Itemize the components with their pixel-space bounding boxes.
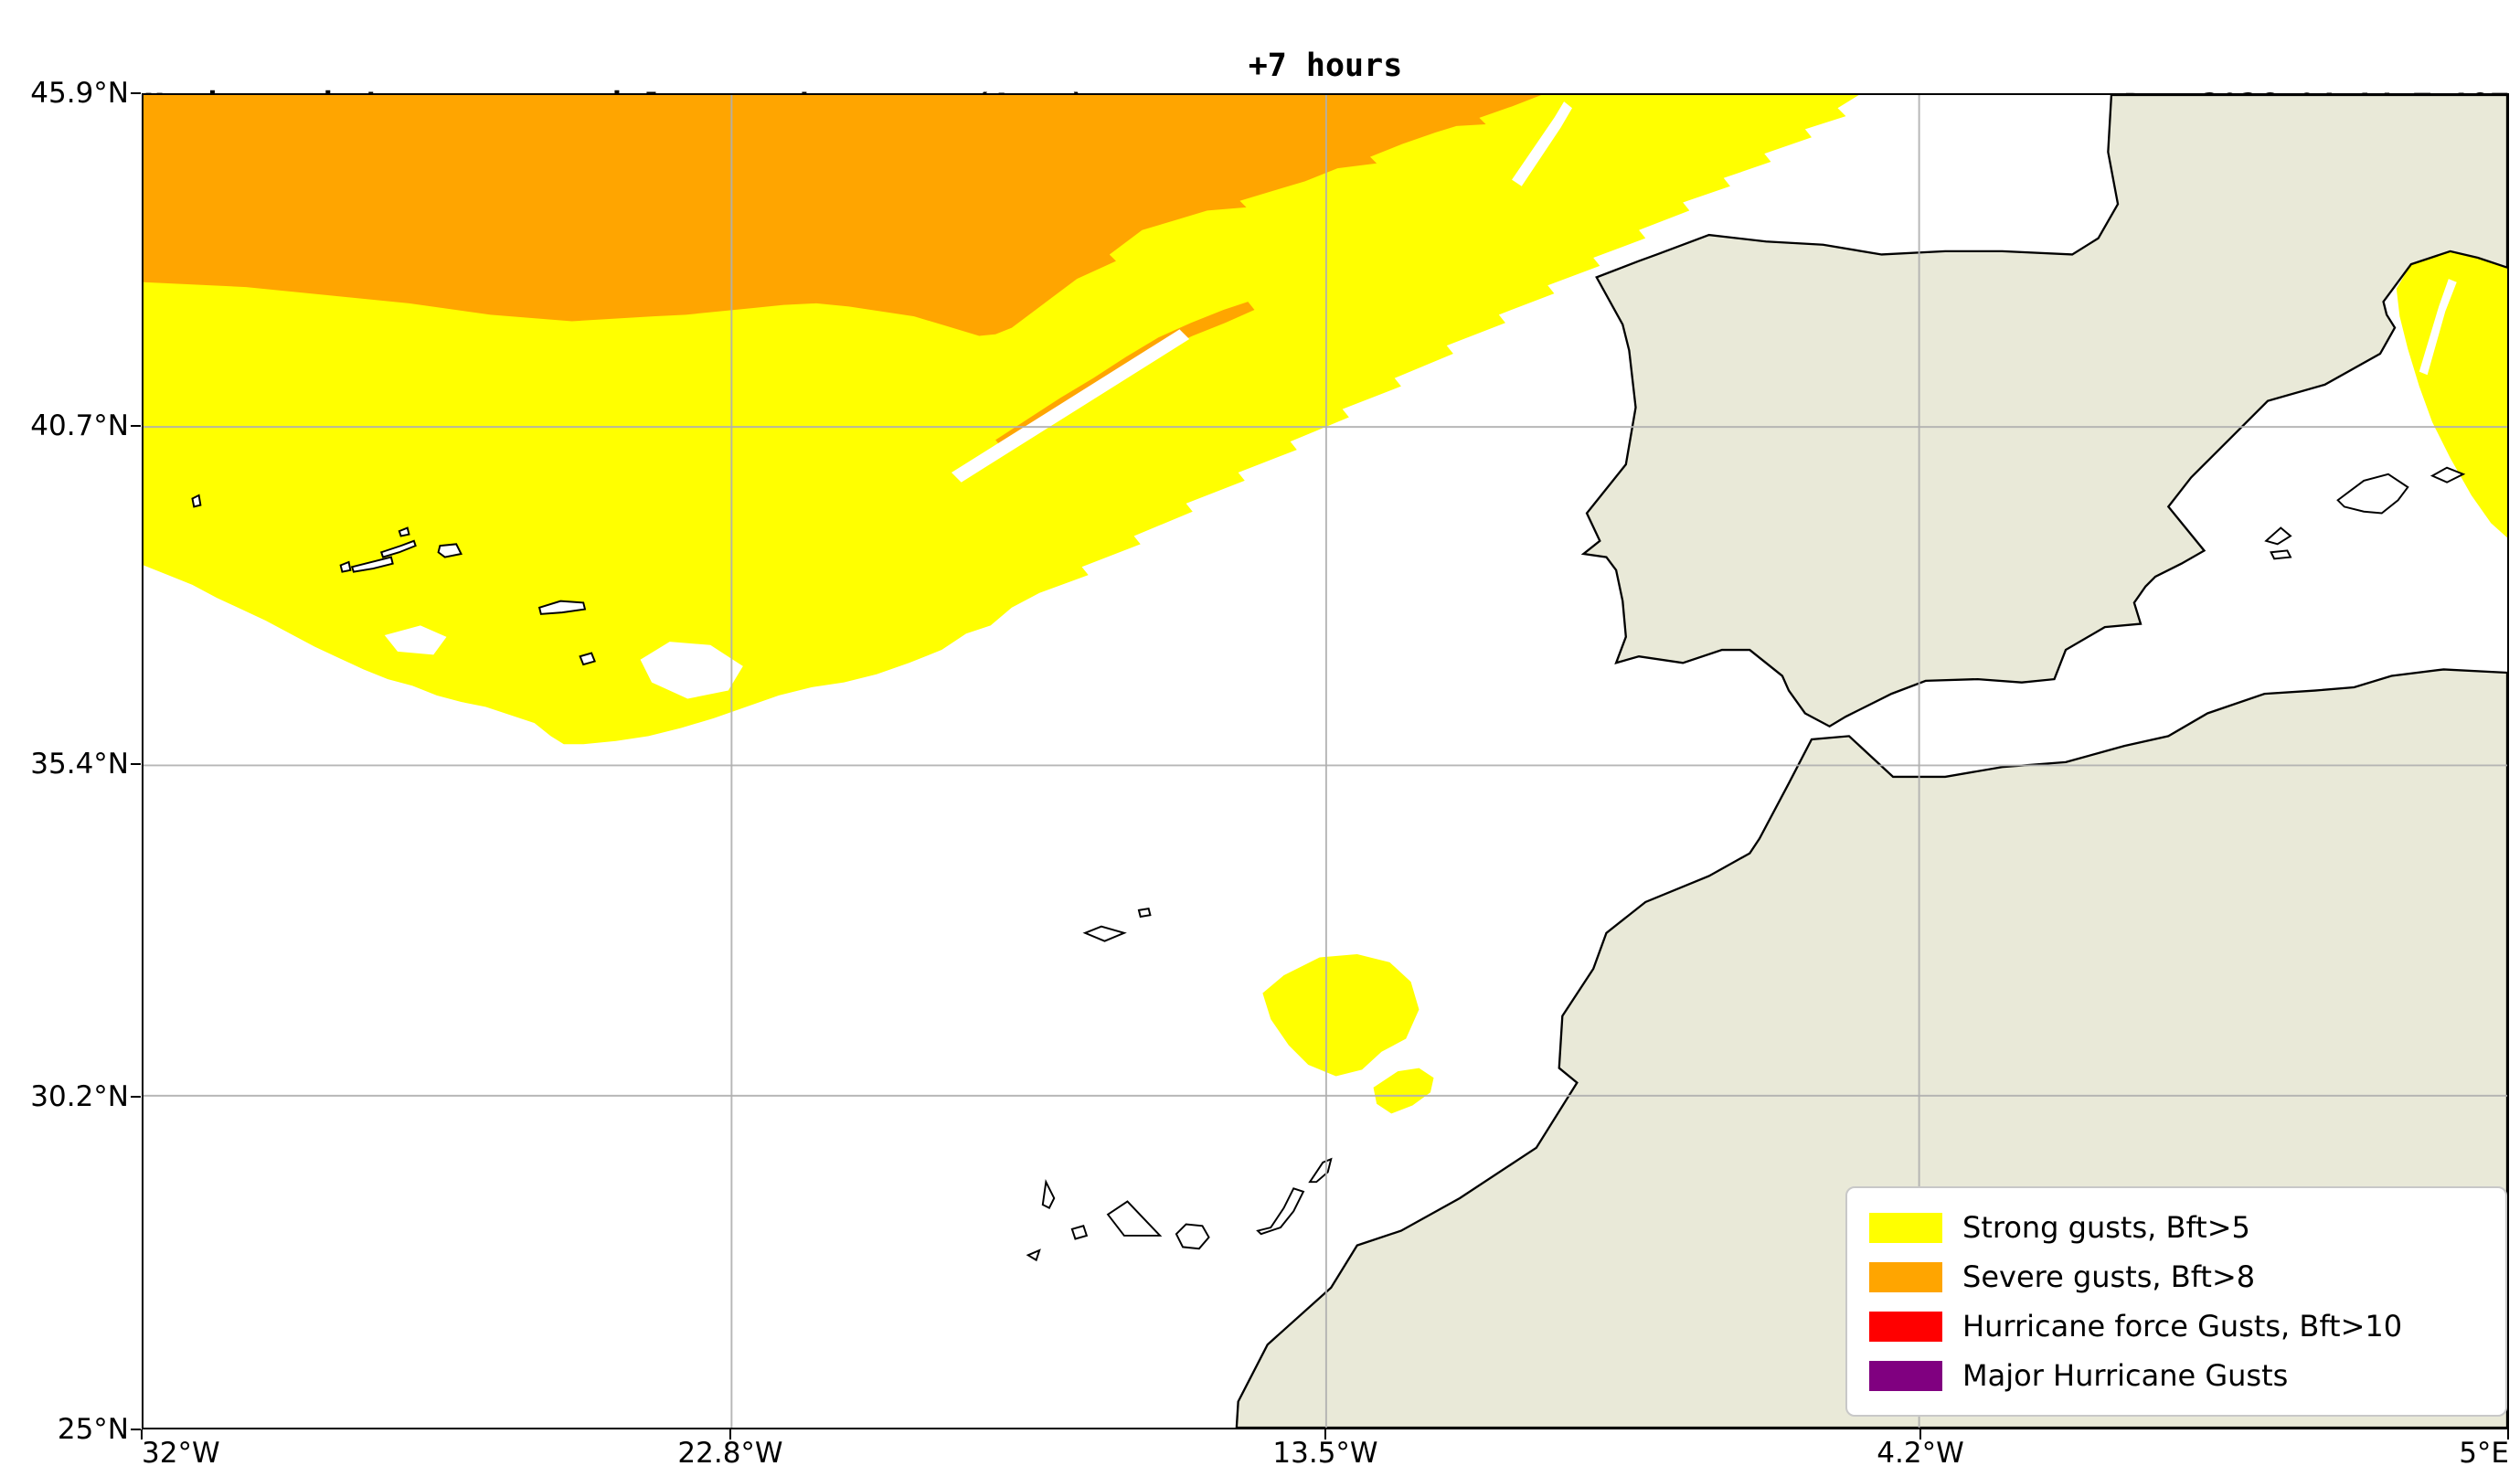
island-madeira bbox=[1082, 925, 1127, 942]
y-tick-mark bbox=[131, 92, 141, 94]
legend-item-severe-gusts: Severe gusts, Bft>8 bbox=[1869, 1252, 2483, 1301]
legend-swatch-hurricane bbox=[1869, 1311, 1942, 1342]
island-gran-canaria bbox=[1175, 1223, 1210, 1250]
island-la-gomera bbox=[1070, 1225, 1089, 1240]
gust-gap-hole-2 bbox=[384, 625, 447, 655]
legend-item-label: Severe gusts, Bft>8 bbox=[1962, 1259, 2256, 1294]
legend-swatch-major-hurricane bbox=[1869, 1360, 1942, 1391]
lead-time-label: +7 hours bbox=[1248, 48, 1403, 84]
y-tick-label-35-4n: 35.4°N bbox=[30, 748, 129, 781]
strong-gust-area-south-1 bbox=[1262, 953, 1419, 1077]
legend-swatch-strong-color bbox=[1869, 1212, 1942, 1243]
legend-swatch-hurricane-color bbox=[1869, 1311, 1942, 1342]
legend-item-strong-gusts: Strong gusts, Bft>5 bbox=[1869, 1203, 2483, 1252]
x-tick-mark bbox=[2507, 1429, 2509, 1439]
legend-item-major-hurricane-gusts: Major Hurricane Gusts bbox=[1869, 1351, 2483, 1400]
island-tenerife bbox=[1106, 1200, 1163, 1237]
gust-gap-diagonal bbox=[951, 329, 1190, 483]
x-tick-mark bbox=[1324, 1429, 1326, 1439]
y-tick-mark bbox=[131, 1429, 141, 1430]
legend-swatch-severe bbox=[1869, 1261, 1942, 1292]
x-tick-label-13-5w: 13.5°W bbox=[1272, 1437, 1378, 1466]
y-tick-mark bbox=[131, 1096, 141, 1098]
landmass-iberia-france bbox=[1580, 95, 2507, 728]
x-tick-mark bbox=[141, 1429, 143, 1439]
y-tick-label-30-2n: 30.2°N bbox=[30, 1080, 129, 1113]
strong-gust-area-south-2 bbox=[1373, 1068, 1434, 1114]
legend-item-label: Major Hurricane Gusts bbox=[1962, 1358, 2289, 1393]
x-tick-label-4-2w: 4.2°W bbox=[1877, 1437, 1964, 1466]
y-tick-mark bbox=[131, 763, 141, 765]
x-tick-label-22-8w: 22.8°W bbox=[677, 1437, 783, 1466]
island-azores-sao-miguel bbox=[537, 600, 587, 615]
gust-gap-gulf-of-lion bbox=[2419, 279, 2457, 376]
x-tick-label-5e: 5°E bbox=[2459, 1437, 2509, 1466]
legend-swatch-strong bbox=[1869, 1212, 1942, 1243]
island-fuerteventura bbox=[1256, 1187, 1305, 1236]
y-tick-mark bbox=[131, 425, 141, 427]
legend-swatch-major-hurricane-color bbox=[1869, 1360, 1942, 1391]
island-formentera bbox=[2270, 549, 2292, 560]
strong-gust-area-gulf-of-lion bbox=[2396, 250, 2507, 538]
island-azores-sao-jorge bbox=[379, 539, 417, 558]
island-mallorca bbox=[2336, 473, 2409, 515]
y-tick-label-25n: 25°N bbox=[57, 1413, 129, 1446]
island-azores-graciosa bbox=[398, 526, 410, 537]
x-tick-mark bbox=[1919, 1429, 1921, 1439]
island-ibiza bbox=[2264, 526, 2292, 546]
y-tick-label-40-7n: 40.7°N bbox=[30, 409, 129, 442]
legend-swatch-severe-color bbox=[1869, 1261, 1942, 1292]
island-azores-terceira bbox=[437, 543, 463, 558]
island-azores-santa-maria bbox=[579, 652, 596, 666]
legend-item-hurricane-gusts: Hurricane force Gusts, Bft>10 bbox=[1869, 1301, 2483, 1351]
y-tick-label-45-9n: 45.9°N bbox=[30, 77, 129, 110]
x-tick-mark bbox=[729, 1429, 731, 1439]
legend-item-label: Strong gusts, Bft>5 bbox=[1962, 1210, 2250, 1245]
island-azores-faial bbox=[339, 560, 352, 573]
island-porto-santo bbox=[1137, 907, 1152, 919]
island-la-palma bbox=[1041, 1178, 1056, 1209]
island-azores-pico bbox=[350, 556, 394, 573]
island-azores-corvo-flores bbox=[191, 494, 202, 508]
map-svg bbox=[144, 95, 2507, 1428]
legend: Strong gusts, Bft>5 Severe gusts, Bft>8 … bbox=[1845, 1186, 2507, 1417]
island-el-hierro bbox=[1026, 1248, 1041, 1262]
legend-item-label: Hurricane force Gusts, Bft>10 bbox=[1962, 1309, 2403, 1344]
x-tick-label-32w: 32°W bbox=[142, 1437, 220, 1466]
island-menorca bbox=[2430, 466, 2466, 483]
severe-gust-area-main bbox=[144, 95, 1542, 336]
gust-gap-top bbox=[1512, 101, 1573, 186]
gust-gap-hole-1 bbox=[640, 642, 743, 699]
